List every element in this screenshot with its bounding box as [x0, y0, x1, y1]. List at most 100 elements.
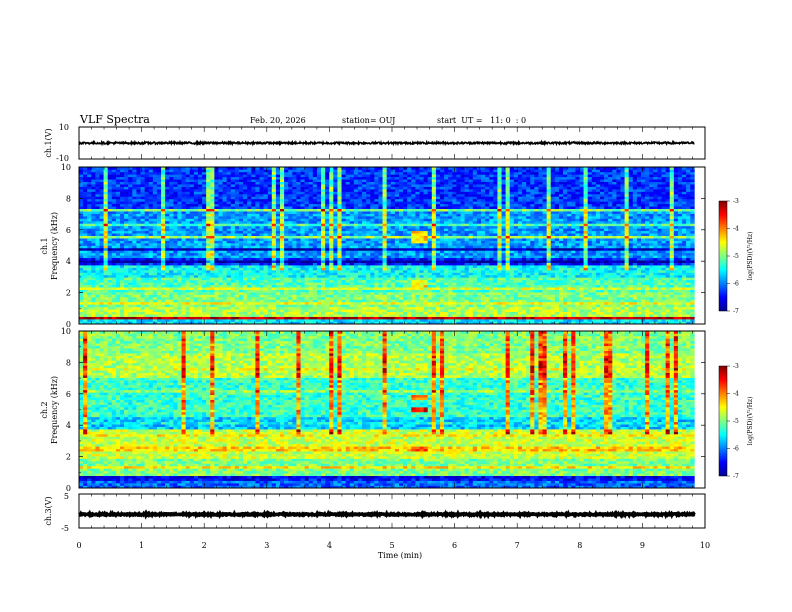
spectrogram-cell: [210, 301, 215, 305]
spectrogram-cell: [202, 270, 207, 273]
spectrogram-cell: [353, 184, 359, 187]
spectrogram-cell: [152, 247, 158, 251]
spectrogram-cell: [275, 243, 281, 246]
spectrogram-cell: [386, 216, 392, 219]
spectrogram-cell: [341, 260, 346, 263]
spectrogram-cell: [378, 230, 383, 234]
spectrogram-cell: [357, 255, 363, 259]
spectrogram-cell: [206, 294, 211, 298]
spectrogram-cell: [341, 191, 346, 195]
spectrogram-cell: [353, 245, 359, 249]
spectrogram-cell: [382, 198, 387, 202]
spectrogram-cell: [341, 238, 346, 241]
spectrogram-cell: [267, 306, 273, 310]
spectrogram-cell: [251, 260, 256, 263]
spectrogram-cell: [366, 250, 371, 254]
spectrogram-cell: [193, 228, 199, 232]
spectrogram-cell: [136, 208, 141, 212]
spectrogram-cell: [169, 203, 174, 207]
spectrogram-cell: [111, 277, 117, 281]
spectrogram-cell: [140, 274, 145, 278]
spectrogram-cell: [378, 233, 383, 236]
spectrogram-cell: [341, 228, 346, 232]
spectrogram-cell: [140, 306, 145, 310]
spectrogram-cell: [394, 220, 400, 224]
spectrogram-cell: [111, 306, 117, 310]
spectrogram-cell: [218, 301, 223, 305]
spectrogram-cell: [243, 306, 248, 310]
spectrogram-cell: [238, 238, 244, 241]
spectrogram-cell: [251, 184, 256, 187]
spectrogram-cell: [206, 314, 211, 317]
spectrogram-cell: [87, 314, 92, 317]
spectrogram-cell: [214, 191, 219, 195]
spectrogram-cell: [337, 252, 342, 256]
spectrogram-cell: [251, 306, 256, 310]
spectrogram-cell: [152, 257, 158, 261]
spectrogram-cell: [202, 181, 207, 185]
spectrogram-cell: [144, 267, 150, 271]
spectrogram-cell: [115, 314, 121, 317]
spectrogram-cell: [251, 240, 256, 244]
spectrogram-cell: [173, 193, 178, 197]
spectrogram-cell: [374, 270, 379, 273]
spectrogram-cell: [95, 196, 100, 200]
spectrogram-cell: [169, 282, 174, 286]
spectrogram-cell: [230, 218, 236, 222]
spectrogram-cell: [300, 257, 305, 261]
spectrogram-cell: [271, 294, 277, 298]
spectrogram-cell: [83, 321, 88, 325]
spectrogram-cell: [263, 319, 269, 322]
spectrogram-cell: [312, 238, 318, 241]
spectrogram-cell: [288, 274, 293, 278]
spectrogram-cell: [300, 186, 305, 190]
spectrogram-cell: [247, 247, 252, 251]
spectrogram-cell: [271, 216, 277, 219]
spectrogram-cell: [144, 274, 150, 278]
spectrogram-cell: [292, 196, 297, 200]
spectrogram-cell: [292, 279, 297, 283]
spectrogram-cell: [251, 171, 256, 175]
spectrogram-cell: [103, 257, 109, 261]
spectrogram-cell: [243, 213, 248, 217]
spectrogram-cell: [316, 228, 322, 232]
spectrogram-cell: [312, 198, 318, 202]
spectrogram-cell: [79, 282, 84, 286]
spectrogram-cell: [83, 191, 88, 195]
spectrogram-cell: [374, 299, 379, 303]
spectrogram-cell: [83, 213, 88, 217]
spectrogram-cell: [177, 196, 182, 200]
spectrogram-cell: [366, 284, 371, 288]
spectrogram-cell: [275, 289, 281, 293]
spectrogram-cell: [165, 238, 170, 241]
spectrogram-cell: [197, 186, 203, 190]
spectrogram-cell: [83, 304, 88, 308]
spectrogram-cell: [357, 169, 363, 173]
spectrogram-cell: [284, 211, 289, 214]
spectrogram-cell: [111, 186, 117, 190]
spectrogram-cell: [329, 262, 334, 266]
spectrogram-cell: [288, 287, 293, 290]
spectrogram-cell: [349, 297, 355, 300]
spectrogram-cell: [144, 196, 150, 200]
spectrogram-cell: [374, 245, 379, 249]
spectrogram-cell: [374, 184, 379, 187]
spectrogram-cell: [329, 169, 334, 173]
spectrogram-cell: [394, 252, 400, 256]
spectrogram-cell: [337, 211, 342, 214]
spectrogram-cell: [275, 255, 281, 259]
spectrogram-cell: [321, 169, 326, 173]
spectrogram-cell: [144, 213, 150, 217]
spectrogram-cell: [234, 238, 240, 241]
spectrogram-cell: [378, 208, 383, 212]
spectrogram-cell: [173, 262, 178, 266]
spectrogram-cell: [128, 243, 133, 246]
spectrogram-cell: [152, 299, 158, 303]
spectrogram-cell: [304, 181, 310, 185]
spectrogram-cell: [95, 233, 100, 236]
spectrogram-cell: [321, 235, 326, 239]
spectrogram-cell: [230, 213, 236, 217]
spectrogram-cell: [292, 260, 297, 263]
spectrogram-cell: [99, 319, 104, 322]
spectrogram-cell: [325, 191, 330, 195]
